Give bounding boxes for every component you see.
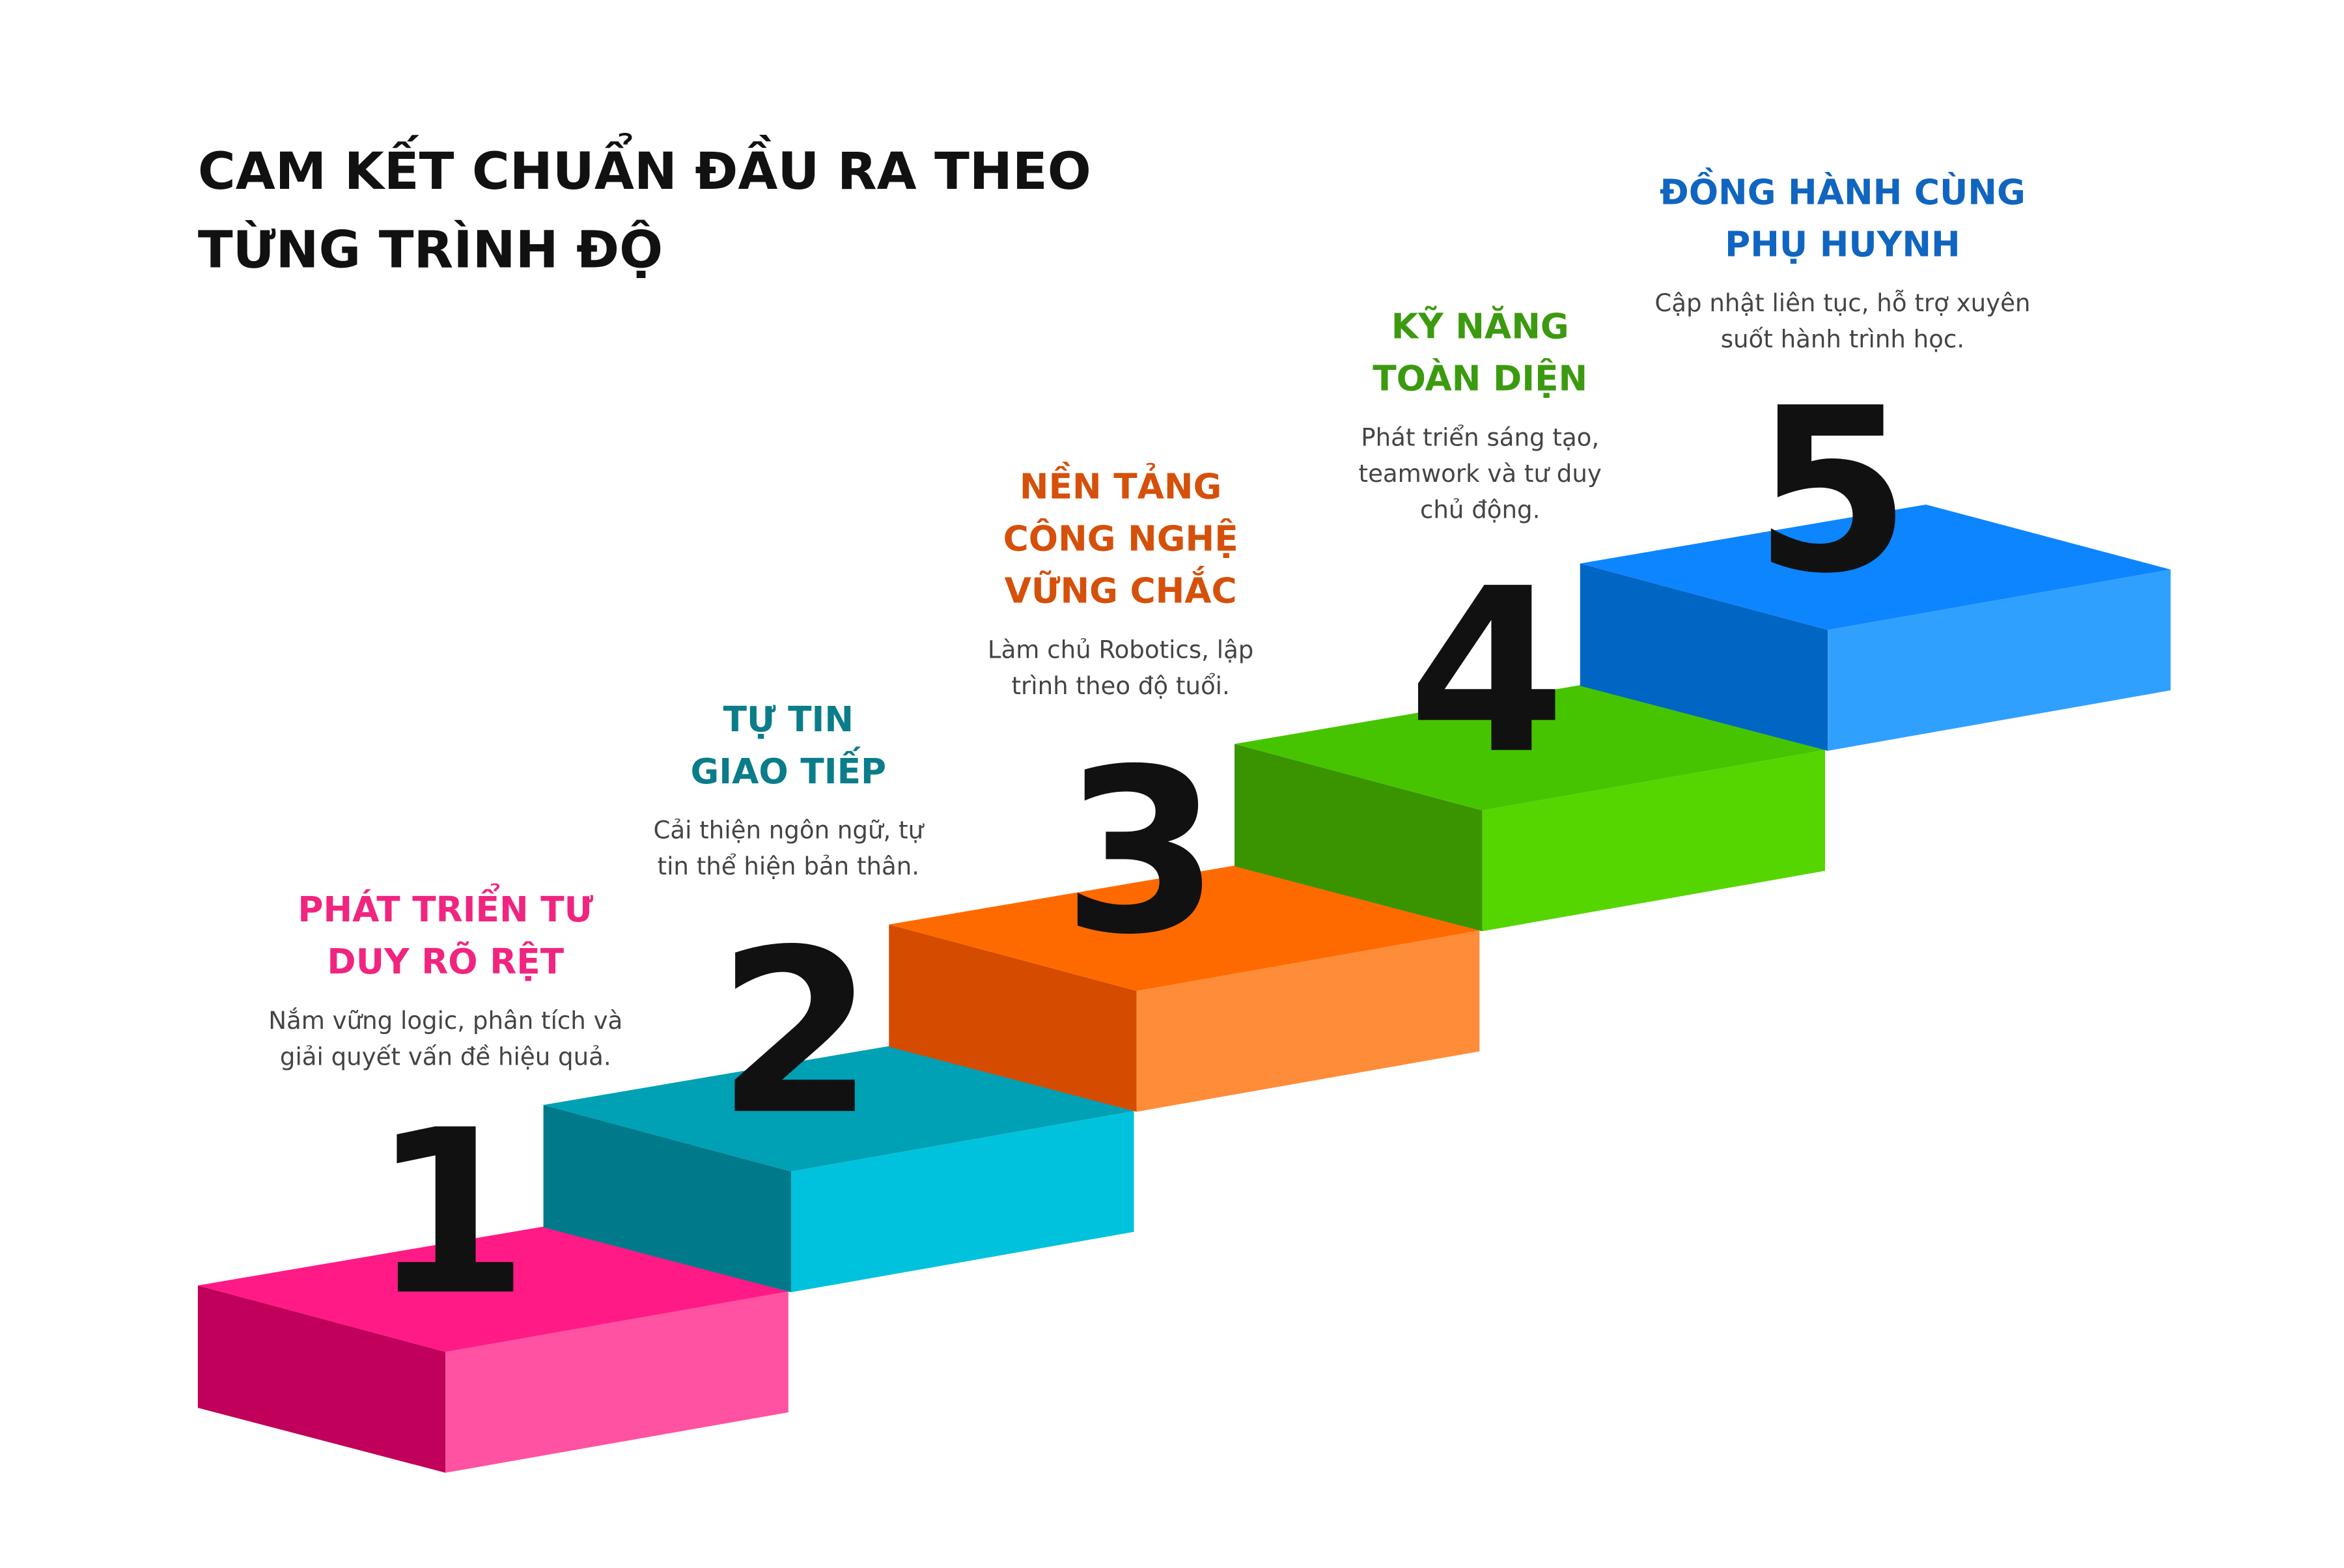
step-top-face: [1580, 504, 2171, 630]
title-line: CAM KẾT CHUẨN ĐẦU RA THEO: [198, 133, 1091, 201]
step-heading: PHÁT TRIỂN TƯ: [298, 883, 593, 930]
step-number: 4: [1408, 540, 1565, 804]
title-line: TỪNG TRÌNH ĐỘ: [198, 219, 663, 280]
step-number: 1: [371, 1082, 529, 1345]
step-description: suốt hành trình học.: [1721, 326, 1964, 354]
step-heading: NỀN TẢNG: [1020, 462, 1221, 507]
step-description: tin thể hiện bản thân.: [658, 852, 920, 880]
step-description: Nắm vững logic, phân tích và: [268, 1007, 622, 1035]
step-description: chủ động.: [1420, 496, 1540, 524]
step-description: teamwork và tư duy: [1359, 460, 1602, 488]
step-left-face: [1580, 563, 1828, 751]
step-left-face: [889, 924, 1137, 1112]
step-top-face: [889, 865, 1480, 991]
step-heading: CÔNG NGHỆ: [1003, 518, 1238, 559]
step-top-face: [197, 1226, 788, 1352]
step-heading: DUY RÕ RỆT: [327, 941, 564, 982]
step-description: Cải thiện ngôn ngữ, tự: [654, 817, 925, 845]
step-description: Phát triển sáng tạo,: [1361, 423, 1599, 451]
step-description: giải quyết vấn đề hiệu quả.: [280, 1043, 611, 1071]
step-number: 2: [717, 901, 874, 1165]
step-heading: GIAO TIẾP: [691, 746, 887, 792]
step-left-face: [543, 1104, 791, 1293]
step-description: Cập nhật liên tục, hỗ trợ xuyên: [1654, 289, 2030, 317]
step-description: Làm chủ Robotics, lập: [988, 636, 1253, 664]
step-top-face: [543, 1046, 1134, 1171]
step-description: trình theo độ tuổi.: [1011, 672, 1229, 700]
step-heading: VỮNG CHẮC: [1005, 566, 1237, 611]
step-left-face: [197, 1285, 446, 1473]
step-left-face: [1235, 744, 1483, 932]
step-heading: ĐỒNG HÀNH CÙNG: [1660, 167, 2026, 212]
step-heading: TOÀN DIỆN: [1373, 358, 1587, 399]
step-heading: PHỤ HUYNH: [1725, 223, 1960, 264]
step-heading: TỰ TIN: [723, 699, 854, 740]
step-heading: KỸ NĂNG: [1391, 306, 1569, 347]
step-number: 5: [1753, 360, 1911, 624]
step-number: 3: [1063, 721, 1220, 985]
step-top-face: [1235, 685, 1825, 811]
